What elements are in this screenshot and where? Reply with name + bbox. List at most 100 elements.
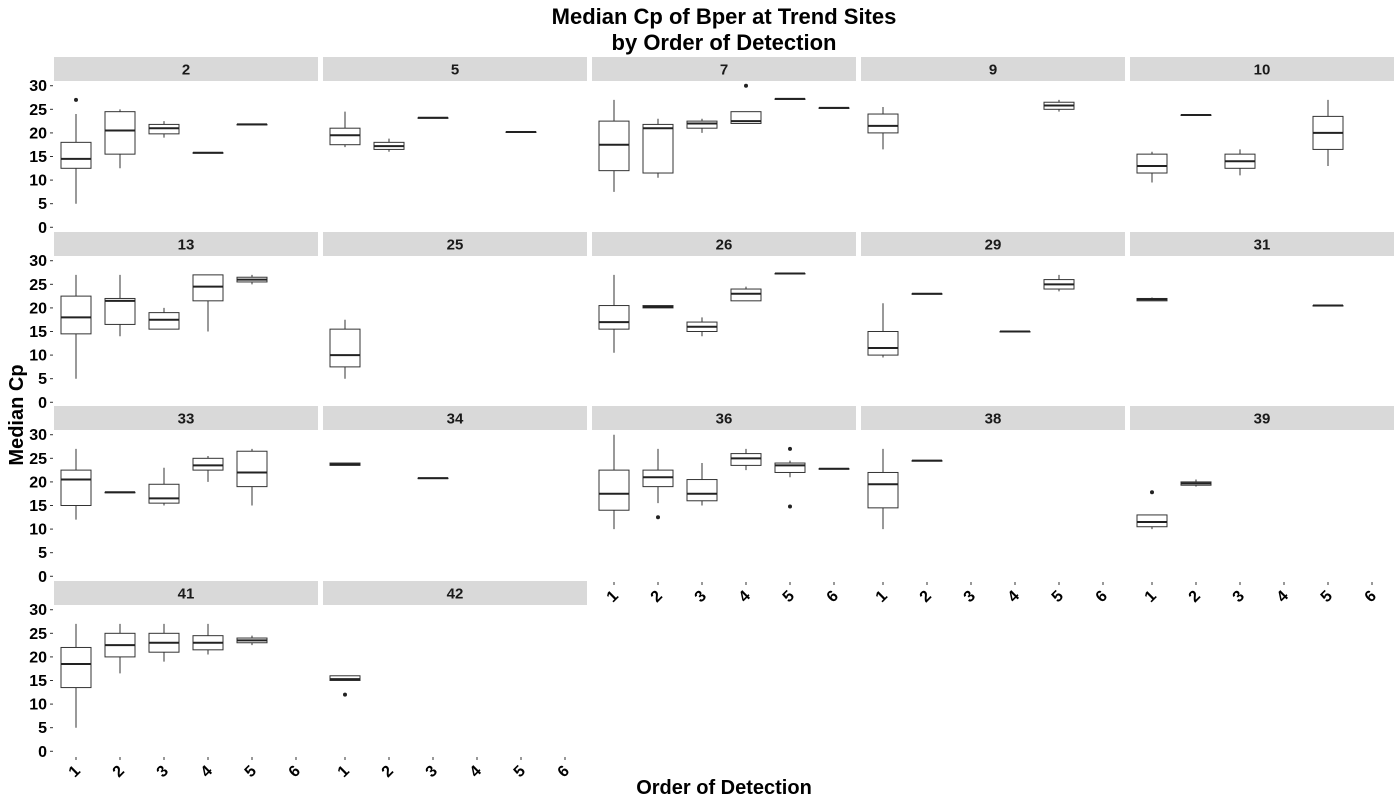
- y-tick-label: 25: [29, 102, 47, 119]
- x-tick-label: 3: [961, 588, 979, 606]
- y-tick-label: 0: [38, 744, 47, 761]
- x-tick-label: 3: [423, 763, 441, 781]
- box-iqr: [730, 288, 762, 302]
- boxplot-category-4: [192, 623, 224, 655]
- x-tick-label: 4: [467, 763, 485, 781]
- box-iqr: [598, 120, 630, 172]
- boxplot-category-4: [192, 455, 224, 482]
- facet-strip: [1130, 232, 1394, 256]
- facet-strip: [592, 57, 856, 81]
- boxplot-category-1: [1136, 297, 1168, 302]
- x-tick-label: 2: [1186, 588, 1204, 606]
- facet-panel-41: 41 0 5 10 15 20 25 30 1 2 3 4 5 6: [29, 581, 318, 781]
- facet-panel-10: 10: [1130, 57, 1394, 183]
- y-tick-label: 20: [29, 125, 47, 142]
- boxplot-category-2: [104, 109, 136, 169]
- y-tick-label: 30: [29, 427, 47, 444]
- y-tick-label: 20: [29, 649, 47, 666]
- boxplot-category-1: [598, 99, 630, 192]
- box-iqr: [192, 274, 224, 302]
- facet-strip: [54, 406, 318, 430]
- x-tick-label: 5: [242, 763, 260, 781]
- boxplot-category-5: [505, 130, 537, 133]
- boxplot-category-1: [60, 623, 92, 728]
- boxplot-category-3: [417, 116, 449, 119]
- facet-strip: [323, 57, 587, 81]
- boxplot-category-5: [774, 272, 806, 275]
- boxplot-category-3: [1224, 149, 1256, 176]
- y-tick-label: 15: [29, 673, 47, 690]
- facet-panel-13: 13 0 5 10 15 20 25 30: [29, 232, 318, 412]
- boxplot-category-5: [1043, 99, 1075, 112]
- x-tick-label: 1: [1142, 588, 1160, 606]
- x-tick-label: 2: [110, 763, 128, 781]
- box-iqr: [642, 469, 674, 488]
- chart-subtitle: by Order of Detection: [612, 30, 837, 55]
- x-tick-label: 5: [1049, 588, 1067, 606]
- boxplot-category-3: [686, 317, 718, 337]
- facet-strip-label: 2: [182, 62, 190, 79]
- box-iqr: [60, 141, 92, 169]
- y-tick-label: 25: [29, 277, 47, 294]
- outlier-point: [74, 97, 78, 102]
- facet-strip-label: 42: [447, 586, 464, 603]
- boxplot-category-5: [236, 123, 268, 126]
- facet-panel-29: 29: [861, 232, 1125, 358]
- boxplot-category-2: [642, 448, 674, 520]
- facet-strip-label: 13: [178, 237, 195, 254]
- boxplot-category-2: [373, 138, 405, 152]
- boxplot-category-1: [1136, 151, 1168, 183]
- box-iqr: [686, 479, 718, 502]
- boxplot-category-2: [642, 118, 674, 178]
- boxplot-category-1: [598, 274, 630, 353]
- facet-strip-label: 7: [720, 62, 728, 79]
- boxplot-category-4: [730, 448, 762, 471]
- y-tick-label: 0: [38, 569, 47, 586]
- facet-strip: [861, 232, 1125, 256]
- facet-strip: [54, 232, 318, 256]
- facet-strip-label: 31: [1254, 237, 1271, 254]
- y-tick-label: 0: [38, 395, 47, 412]
- boxplot-category-1: [329, 111, 361, 148]
- y-tick-label: 5: [38, 196, 47, 213]
- boxplot-category-5: [236, 448, 268, 506]
- y-tick-label: 10: [29, 697, 47, 714]
- box-iqr: [598, 305, 630, 330]
- y-tick-label: 5: [38, 371, 47, 388]
- boxplot-category-2: [104, 491, 136, 494]
- x-tick-label: 2: [379, 763, 397, 781]
- box-iqr: [730, 453, 762, 466]
- chart-title: Median Cp of Bper at Trend Sites: [552, 4, 897, 29]
- x-tick-label: 1: [66, 763, 84, 781]
- box-iqr: [329, 328, 361, 368]
- facet-strip: [1130, 57, 1394, 81]
- facet-strip: [861, 406, 1125, 430]
- boxplot-category-1: [867, 448, 899, 530]
- box-iqr: [1136, 514, 1168, 528]
- x-tick-label: 4: [1005, 588, 1023, 606]
- boxplot-category-5: [774, 97, 806, 100]
- boxplot-category-5: [1043, 274, 1075, 292]
- y-tick-label: 15: [29, 149, 47, 166]
- boxplot-category-6: [818, 106, 850, 109]
- facet-strip-label: 5: [451, 62, 459, 79]
- boxplot-category-2: [104, 274, 136, 337]
- boxplot-category-3: [686, 463, 718, 506]
- facet-strip-label: 34: [447, 411, 464, 428]
- outlier-point: [656, 515, 660, 520]
- boxplot-category-5: [236, 635, 268, 646]
- box-iqr: [329, 127, 361, 146]
- boxplot-category-4: [730, 83, 762, 124]
- box-iqr: [60, 295, 92, 335]
- box-iqr: [60, 646, 92, 689]
- facet-panel-33: 33 0 5 10 15 20 25 30: [29, 406, 318, 586]
- outlier-point: [744, 83, 748, 88]
- box-iqr: [148, 483, 180, 504]
- box-iqr: [867, 113, 899, 134]
- box-iqr: [1136, 153, 1168, 174]
- x-tick-label: 3: [1230, 588, 1248, 606]
- facet-strip-label: 26: [716, 237, 733, 254]
- x-tick-label: 6: [1362, 588, 1380, 606]
